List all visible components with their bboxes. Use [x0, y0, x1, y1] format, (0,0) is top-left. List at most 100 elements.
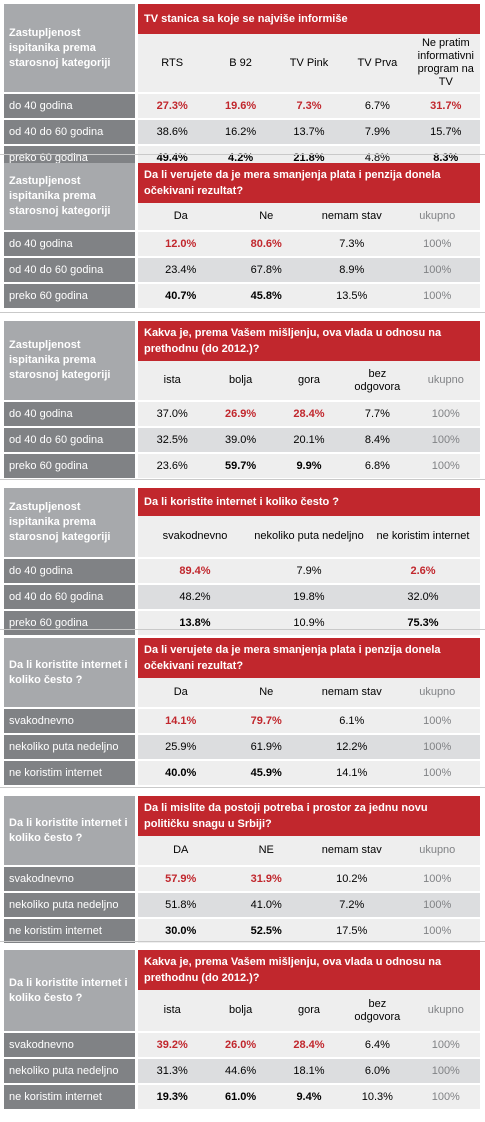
table-cell: 9.4%	[274, 1084, 344, 1111]
table-cell: 40.7%	[138, 283, 224, 310]
table-cell: 100%	[411, 1084, 480, 1111]
row-label: nekoliko puta nedeljno	[4, 734, 135, 761]
table-cell: 31.7%	[411, 93, 480, 120]
table-cell: 100%	[394, 708, 480, 735]
table-cell: 100%	[394, 231, 480, 258]
table-cell: 8.4%	[343, 427, 412, 454]
row-label: preko 60 godina	[4, 453, 135, 480]
section-divider	[0, 787, 485, 788]
survey-table-5: Da li koristite internet i koliko često …	[4, 638, 480, 787]
data-table: Da li koristite internet i koliko često …	[4, 638, 480, 787]
table-cell: 19.3%	[138, 1084, 207, 1111]
survey-table-7: Da li koristite internet i koliko često …	[4, 950, 480, 1111]
question-title: Da li koristite internet i koliko često …	[138, 488, 480, 516]
table-cell: 10.2%	[309, 866, 395, 893]
column-header-ukupno: ukupno	[411, 990, 480, 1033]
table-cell: 100%	[394, 734, 480, 761]
column-gap	[135, 321, 138, 401]
column-gap	[135, 610, 138, 636]
survey-table-4: Zastupljenost ispitanika prema starosnoj…	[4, 488, 480, 637]
table-row: svakodnevno 57.9% 31.9% 10.2% 100%	[4, 866, 480, 893]
survey-table-3: Zastupljenost ispitanika prema starosnoj…	[4, 321, 480, 480]
table-cell: 6.4%	[343, 1032, 412, 1059]
table-cell: 15.7%	[411, 119, 480, 146]
table-cell: 12.0%	[138, 231, 224, 258]
table-cell: 79.7%	[223, 708, 309, 735]
table-cell: 23.4%	[138, 257, 224, 284]
question-title: Da li verujete da je mera smanjenja plat…	[138, 638, 480, 678]
row-label: ne koristim internet	[4, 1084, 135, 1111]
column-gap	[135, 918, 138, 944]
table-cell: 8.9%	[309, 257, 395, 284]
column-header-ne-koristim-internet: ne koristim internet	[366, 516, 480, 559]
row-label: nekoliko puta nedeljno	[4, 1058, 135, 1085]
table-cell: 100%	[394, 918, 480, 945]
table-cell: 7.2%	[309, 892, 395, 919]
table-cell: 7.9%	[343, 119, 412, 146]
section-divider	[0, 941, 485, 942]
column-header-ukupno: ukupno	[394, 203, 480, 232]
column-header-tv-prva: TV Prva	[343, 34, 412, 94]
column-header-ne-pratim-informativni-program-na-tv: Ne pratim informativni program na TV	[411, 34, 480, 94]
column-header-bez-odgovora: bez odgovora	[343, 361, 412, 402]
column-gap	[135, 257, 138, 283]
column-header-da: Da	[138, 203, 224, 232]
table-cell: 26.9%	[206, 401, 275, 428]
table-cell: 19.8%	[252, 584, 366, 611]
column-gap	[135, 950, 138, 1032]
row-label: do 40 godina	[4, 401, 135, 428]
column-header-nemam-stav: nemam stav	[309, 203, 395, 232]
table-row: preko 60 godina 13.8% 10.9% 75.3%	[4, 610, 480, 637]
row-label: preko 60 godina	[4, 610, 135, 637]
table-row: do 40 godina 37.0% 26.9% 28.4% 7.7% 100%	[4, 401, 480, 428]
table-cell: 38.6%	[138, 119, 207, 146]
table-row: od 40 do 60 godina 48.2% 19.8% 32.0%	[4, 584, 480, 611]
data-table: Zastupljenost ispitanika prema starosnoj…	[4, 321, 480, 480]
data-table: Da li koristite internet i koliko često …	[4, 796, 480, 945]
table-cell: 75.3%	[366, 610, 480, 637]
row-label: svakodnevno	[4, 1032, 135, 1059]
survey-table-6: Da li koristite internet i koliko često …	[4, 796, 480, 945]
column-gap	[135, 93, 138, 119]
column-gap	[135, 584, 138, 610]
column-header-nekoliko-puta-nedeljno: nekoliko puta nedeljno	[252, 516, 366, 559]
table-cell: 2.6%	[366, 558, 480, 585]
row-label: do 40 godina	[4, 558, 135, 585]
table-cell: 48.2%	[138, 584, 252, 611]
table-cell: 23.6%	[138, 453, 207, 480]
table-cell: 7.3%	[309, 231, 395, 258]
table-cell: 100%	[411, 1032, 480, 1059]
table-cell: 7.9%	[252, 558, 366, 585]
column-header-ista: ista	[138, 990, 207, 1033]
table-cell: 45.9%	[223, 760, 309, 787]
table-row: ne koristim internet 40.0% 45.9% 14.1% 100%	[4, 760, 480, 787]
column-header-gora: gora	[274, 990, 344, 1033]
question-title: Da li mislite da postoji potreba i prost…	[138, 796, 480, 836]
table-cell: 28.4%	[274, 401, 344, 428]
column-header-ukupno: ukupno	[411, 361, 480, 402]
table-cell: 13.5%	[309, 283, 395, 310]
table-cell: 100%	[394, 866, 480, 893]
column-gap	[135, 1032, 138, 1058]
row-label: od 40 do 60 godina	[4, 584, 135, 611]
table-row: od 40 do 60 godina 32.5% 39.0% 20.1% 8.4% 100…	[4, 427, 480, 454]
row-label: svakodnevno	[4, 866, 135, 893]
table-row: nekoliko puta nedeljno 51.8% 41.0% 7.2% 100%	[4, 892, 480, 919]
column-header-rts: RTS	[138, 34, 207, 94]
table-cell: 27.3%	[138, 93, 207, 120]
section-divider	[0, 312, 485, 313]
row-category-header: Zastupljenost ispitanika prema starosnoj…	[4, 4, 135, 94]
column-gap	[135, 734, 138, 760]
table-cell: 6.1%	[309, 708, 395, 735]
table-row: od 40 do 60 godina 38.6% 16.2% 13.7% 7.9% 15.…	[4, 119, 480, 146]
row-label: od 40 do 60 godina	[4, 119, 135, 146]
row-label: do 40 godina	[4, 231, 135, 258]
table-cell: 31.9%	[223, 866, 309, 893]
table-cell: 100%	[394, 283, 480, 310]
table-row: od 40 do 60 godina 23.4% 67.8% 8.9% 100%	[4, 257, 480, 284]
column-gap	[135, 145, 138, 171]
row-category-header: Zastupljenost ispitanika prema starosnoj…	[4, 321, 135, 402]
row-category-header: Da li koristite internet i koliko često …	[4, 796, 135, 867]
column-header-tv-pink: TV Pink	[274, 34, 344, 94]
table-cell: 13.7%	[274, 119, 344, 146]
